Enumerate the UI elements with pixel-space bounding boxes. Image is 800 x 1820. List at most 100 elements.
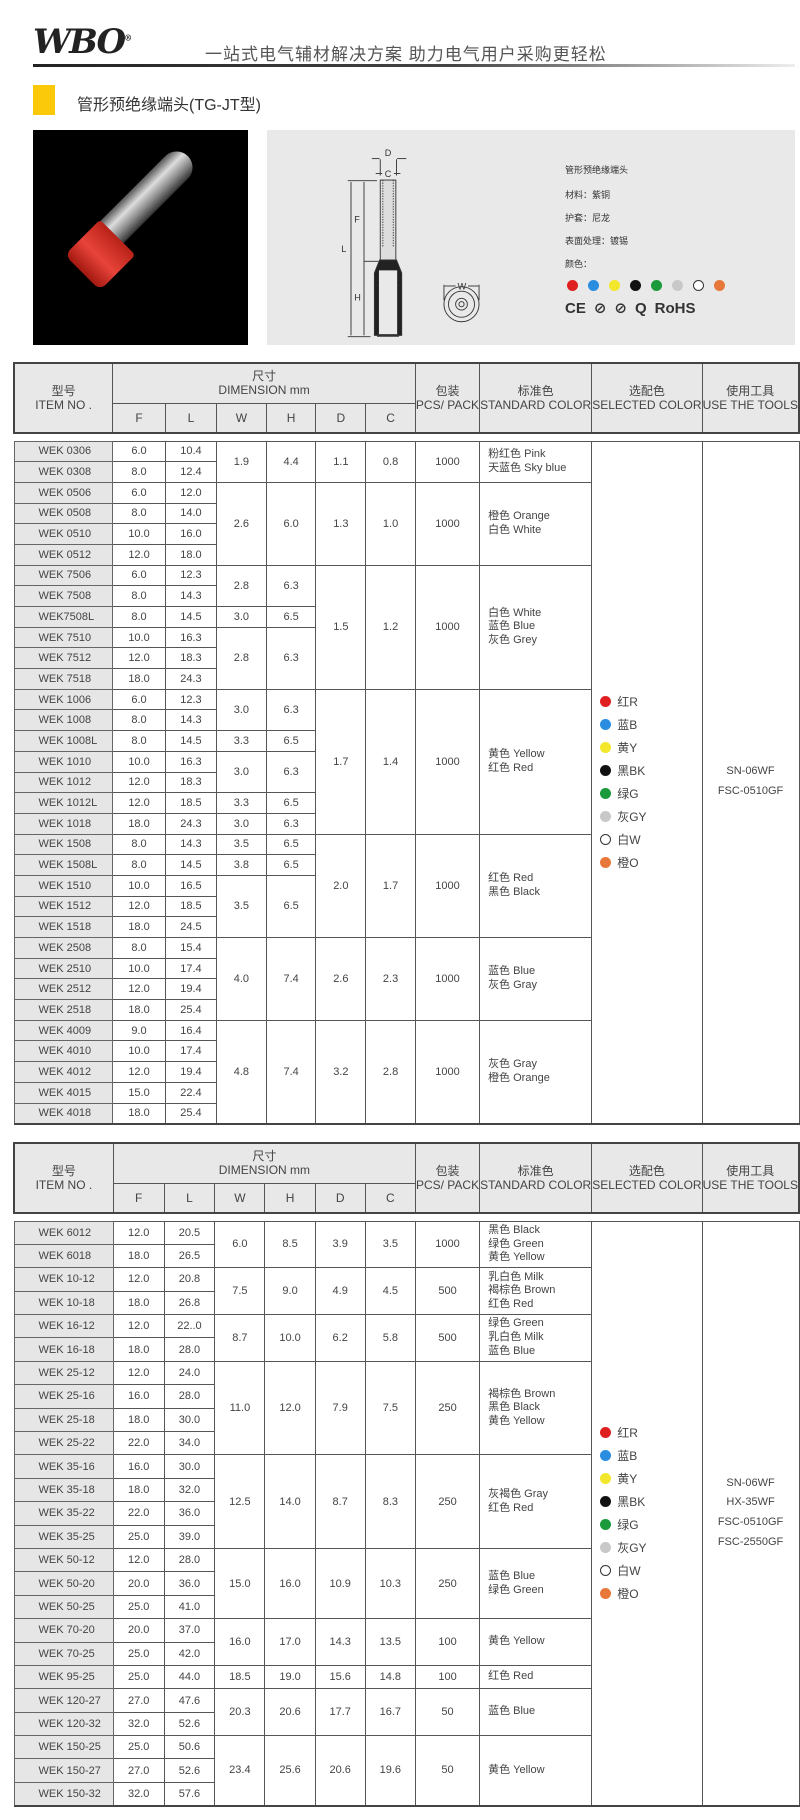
dim-l: 15.4 [164,937,218,959]
item-no: WEK 120-32 [13,1711,114,1737]
dim-c: 0.8 [365,440,416,483]
standard-color-cell: 红色 Red [479,1664,593,1690]
standard-color-cell: 蓝色 Blue 灰色 Gray [479,937,593,1021]
product-title: 管形预绝缘端头(TG-JT型) [77,97,261,114]
table-row: WEK7508L 8.0 14.5 3.0 6.5 [13,606,799,628]
dim-f: 18.0 [112,1102,166,1125]
dim-w: 16.0 [214,1618,266,1666]
table-row: WEK 7512 12.0 18.3 [13,647,799,670]
dim-l: 16.3 [164,626,218,649]
item-no: WEK 1512 [13,895,114,918]
dim-f: 25.0 [112,1735,165,1760]
dim-l: 16.5 [164,874,218,897]
pack-qty: 500 [414,1267,481,1316]
dim-l: 14.5 [164,730,218,752]
table-row: WEK 2508 8.0 15.4 4.0 7.4 2.6 2.3 1000 蓝色 Blue 灰色… [13,937,799,1021]
selected-color-item: 蓝B [600,1444,701,1467]
dim-h: 10.0 [264,1314,316,1362]
dim-f: 18.0 [112,812,166,835]
dim-h: 6.5 [265,833,317,856]
pack-qty: 1000 [414,481,481,566]
standard-color: 褐棕色 Brown [488,1284,556,1297]
dim-h: 16.0 [264,1547,316,1620]
dim-f: 27.0 [112,1758,165,1783]
dim-f: 8.0 [112,606,166,628]
table-row: WEK 150-27 27.0 52.6 [13,1758,799,1783]
dim-f: 18.0 [112,1243,165,1269]
dim-c: 13.5 [364,1618,416,1666]
color-dot-icon [600,696,612,708]
cert-mark: CE [565,300,586,317]
tool-model: HX-35WF [726,1496,775,1509]
dim-l: 24.3 [164,668,218,690]
dim-h: 6.3 [265,564,317,608]
dim-w: 1.9 [216,440,267,483]
standard-color: 黑色 Black [488,1401,541,1414]
spacer [14,1213,799,1221]
spec-table-2: 型号 ITEM NO . 尺寸 DIMENSION mm 包装 PCS/ PACK 标准色 S… [13,1142,800,1807]
dim-c: 1.7 [365,833,416,939]
dim-w: 3.5 [216,874,267,939]
dim-l: 32.0 [163,1477,216,1503]
dim-h: 6.3 [265,812,317,835]
dim-w: 11.0 [214,1360,266,1456]
standard-color: 黄色 Yellow [488,1415,545,1427]
dim-d: 1.1 [315,440,367,483]
dim-w: 3.0 [216,812,267,835]
dim-l: 18.3 [164,647,218,670]
selected-color-label: 红R [617,695,638,710]
item-no: WEK 25-12 [13,1360,114,1386]
item-no: WEK 25-22 [13,1431,114,1456]
dim-w: 3.0 [216,750,267,794]
dim-l: 12.4 [164,461,218,483]
color-dot-icon [600,1519,612,1531]
item-no: WEK 150-25 [13,1735,114,1760]
tool-model: FSC-2550GF [717,1535,784,1548]
selected-color-item: 黄Y [600,736,701,759]
color-swatch [567,280,578,291]
dim-f: 6.0 [112,481,166,504]
header-tools: 使用工具 USE THE TOOLS [701,362,800,434]
dim-w: 15.0 [214,1547,266,1620]
dim-f: 8.0 [112,461,166,483]
pack-qty: 50 [414,1688,481,1737]
table-row: WEK 16-18 18.0 28.0 [13,1337,799,1362]
color-dot-icon [600,1450,612,1462]
selected-color-item: 橙O [600,1582,701,1605]
dim-l: 30.0 [163,1407,216,1433]
label-f: F [354,214,360,224]
dim-c: 1.0 [365,481,416,566]
table-row: WEK 120-32 32.0 52.6 [13,1711,799,1737]
item-no: WEK 50-25 [13,1594,114,1620]
item-no: WEK 4012 [13,1061,114,1083]
table-row: WEK 1518 18.0 24.5 [13,916,799,938]
dim-l: 20.8 [163,1267,216,1292]
item-no: WEK 1518 [13,916,114,938]
item-no: WEK 10-18 [13,1290,114,1316]
dim-l: 14.3 [164,709,218,732]
dim-d: 3.2 [315,1019,367,1125]
standard-color: 白色 White [488,606,542,619]
dim-f: 25.0 [112,1664,165,1690]
dim-c: 1.4 [365,688,416,835]
dim-f: 18.0 [112,1337,165,1362]
item-no: WEK 1012L [13,792,114,814]
color-dot-icon [600,1588,612,1600]
dim-f: 10.0 [112,626,166,649]
header-dimension: 尺寸 DIMENSION mm [112,362,416,404]
standard-color: 灰色 Grey [488,634,537,647]
pack-qty: 50 [414,1735,481,1807]
pack-qty: 100 [414,1618,481,1666]
spacer [14,433,799,441]
table-row: WEK 10-18 18.0 26.8 [13,1290,799,1316]
table-row: WEK 7506 6.0 12.3 2.8 6.3 1.5 1.2 1000 白色 White 蓝… [13,564,799,690]
color-swatch [693,280,704,291]
item-no: WEK 4010 [13,1040,114,1063]
standard-color-cell: 蓝色 Blue [479,1688,593,1737]
standard-color: 红色 Red [488,761,534,774]
table-body: WEK 0306 6.0 10.4 1.9 4.4 1.1 0.8 1000 粉红色 Pink 天… [13,440,800,1125]
selected-color-label: 橙O [617,856,639,871]
standard-color: 褐棕色 Brown [488,1387,556,1400]
dim-f: 10.0 [112,874,166,897]
table-row: WEK 1012 12.0 18.3 [13,771,799,794]
